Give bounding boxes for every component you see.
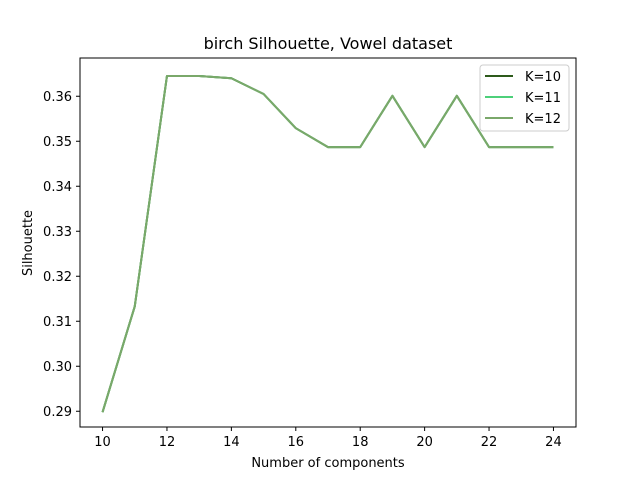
- chart-title: birch Silhouette, Vowel dataset: [204, 34, 453, 53]
- axes: 10 12 14 16 18 20 22 24 0.29 0.30 0.31 0.32 0.33 0.34…: [43, 57, 577, 450]
- axes-frame: [79, 57, 577, 428]
- y-tick-label: 0.30: [43, 360, 72, 375]
- y-tick-label: 0.36: [43, 90, 72, 105]
- legend-box: [479, 64, 570, 132]
- x-tick-label: 18: [352, 435, 369, 450]
- x-tick-label: 24: [545, 435, 562, 450]
- x-tick-label: 12: [159, 435, 176, 450]
- x-tick-label: 14: [223, 435, 240, 450]
- y-tick-label: 0.33: [43, 225, 72, 240]
- y-axis-label: Silhouette: [21, 210, 36, 276]
- x-tick-label: 22: [481, 435, 498, 450]
- legend-label: K=12: [525, 112, 561, 127]
- x-tick-label: 10: [94, 435, 111, 450]
- y-tick-label: 0.35: [43, 135, 72, 150]
- plot-area: [101, 75, 554, 413]
- x-axis-label: Number of components: [251, 456, 405, 471]
- y-tick-label: 0.29: [43, 405, 72, 420]
- legend-label: K=10: [525, 70, 561, 85]
- y-tick-label: 0.32: [43, 270, 72, 285]
- y-tick-label: 0.31: [43, 315, 72, 330]
- legend-label: K=11: [525, 91, 561, 106]
- legend: K=10 K=11 K=12: [479, 64, 570, 132]
- x-tick-label: 20: [416, 435, 433, 450]
- x-tick-label: 16: [288, 435, 305, 450]
- series-line-3: [101, 75, 554, 413]
- y-tick-label: 0.34: [43, 180, 72, 195]
